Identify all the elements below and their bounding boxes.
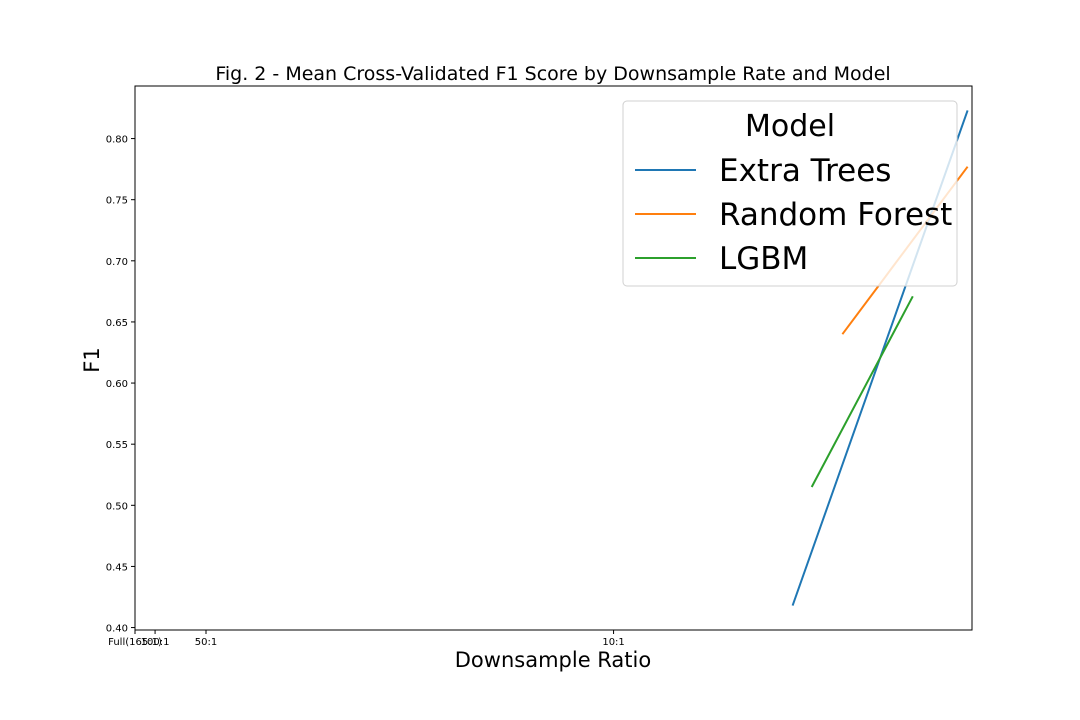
y-tick-label: 0.75: [106, 196, 128, 207]
series-line-lgbm: [810, 295, 914, 488]
plot-frame: [134, 85, 973, 631]
y-tick-label: 0.50: [106, 501, 128, 512]
legend: Model Extra Trees Random Forest LGBM: [622, 100, 958, 287]
x-tick-label: 100:1: [141, 637, 170, 648]
y-tick-label: 0.40: [106, 624, 128, 635]
legend-entries: Extra Trees Random Forest LGBM: [635, 153, 952, 277]
legend-label-extra-trees: Extra Trees: [719, 153, 891, 189]
x-axis-label: Downsample Ratio: [455, 648, 651, 672]
x-tick-label: Full(165:1): [108, 637, 162, 648]
x-tick-label: 50:1: [195, 637, 217, 648]
chart-title: Fig. 2 - Mean Cross-Validated F1 Score b…: [215, 63, 890, 85]
legend-title: Model: [745, 109, 835, 144]
x-tick-label: 10:1: [602, 637, 624, 648]
legend-label-random-forest: Random Forest: [719, 197, 952, 233]
legend-box: [622, 100, 958, 287]
y-tick-label: 0.80: [106, 135, 128, 146]
legend-label-lgbm: LGBM: [719, 241, 808, 277]
y-tick-label: 0.55: [106, 440, 128, 451]
y-tick-label: 0.70: [106, 257, 128, 268]
y-tick-label: 0.65: [106, 318, 128, 329]
y-tick-label: 0.45: [106, 562, 128, 573]
y-tick-label: 0.60: [106, 379, 128, 390]
y-axis-label: F1: [80, 347, 104, 372]
